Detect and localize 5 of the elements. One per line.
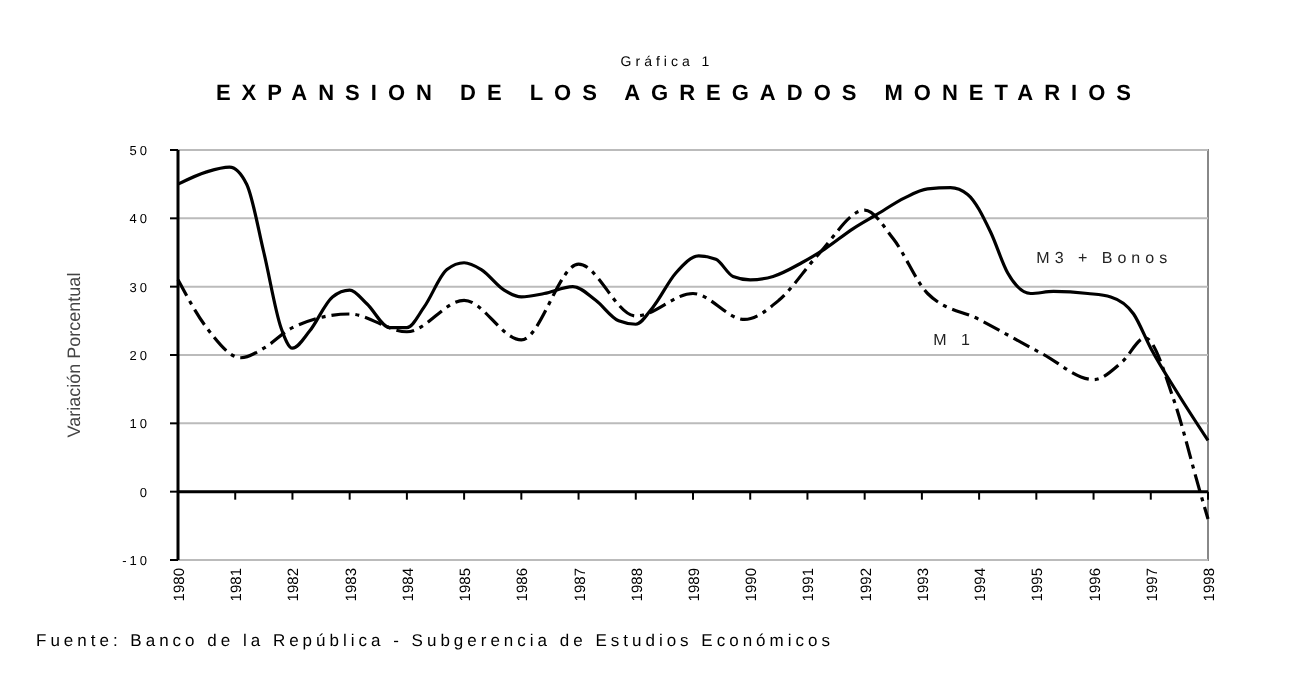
series-label: M3 + Bonos: [1036, 248, 1173, 267]
series-label: M 1: [933, 330, 976, 349]
chart-title: EXPANSION DE LOS AGREGADOS MONETARIOS: [215, 82, 1143, 106]
source-note: Fuente: Banco de la República - Subgerencia de Estudios Económicos: [36, 630, 834, 650]
y-axis-title: Variación Porcentual: [64, 272, 84, 438]
